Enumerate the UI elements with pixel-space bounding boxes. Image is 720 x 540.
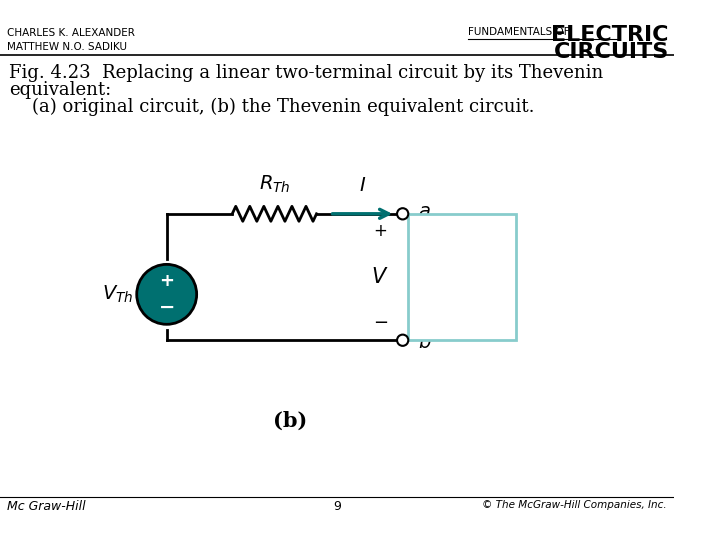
Text: $b$: $b$ bbox=[418, 333, 431, 352]
Text: $V$: $V$ bbox=[372, 267, 389, 287]
Text: $V_{Th}$: $V_{Th}$ bbox=[102, 284, 134, 305]
Text: FUNDAMENTALS OF: FUNDAMENTALS OF bbox=[468, 26, 570, 37]
Text: ELECTRIC: ELECTRIC bbox=[551, 25, 669, 45]
Text: 9: 9 bbox=[333, 501, 341, 514]
Text: Fig. 4.23  Replacing a linear two-terminal circuit by its Thevenin: Fig. 4.23 Replacing a linear two-termina… bbox=[9, 64, 603, 82]
Circle shape bbox=[137, 265, 197, 325]
Text: +: + bbox=[159, 272, 174, 290]
Text: +: + bbox=[373, 221, 387, 240]
Text: equivalent:: equivalent: bbox=[9, 81, 112, 99]
Text: (a) original circuit, (b) the Thevenin equivalent circuit.: (a) original circuit, (b) the Thevenin e… bbox=[9, 98, 535, 116]
Text: (b): (b) bbox=[273, 410, 307, 430]
Text: © The McGraw-Hill Companies, Inc.: © The McGraw-Hill Companies, Inc. bbox=[482, 501, 667, 510]
Circle shape bbox=[397, 335, 408, 346]
Text: MATTHEW N.O. SADIKU: MATTHEW N.O. SADIKU bbox=[7, 42, 127, 51]
Text: Load: Load bbox=[436, 267, 489, 287]
Bar bbox=[408, 214, 516, 340]
Circle shape bbox=[397, 208, 408, 219]
Text: −: − bbox=[158, 298, 175, 317]
Text: CHARLES K. ALEXANDER: CHARLES K. ALEXANDER bbox=[7, 29, 135, 38]
Text: $I$: $I$ bbox=[359, 176, 366, 195]
Text: CIRCUITS: CIRCUITS bbox=[554, 43, 669, 63]
Text: −: − bbox=[373, 314, 388, 333]
Text: $a$: $a$ bbox=[418, 202, 431, 221]
Text: Mc Graw-Hill: Mc Graw-Hill bbox=[7, 501, 86, 514]
Text: $R_{Th}$: $R_{Th}$ bbox=[258, 174, 290, 195]
